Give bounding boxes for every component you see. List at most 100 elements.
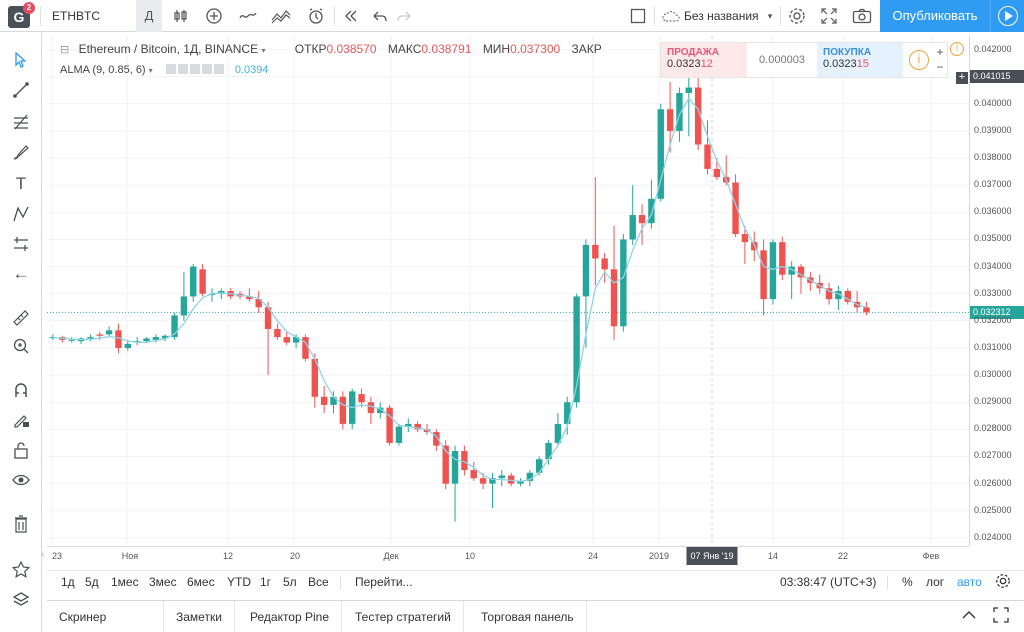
plus-icon[interactable]: + [936,45,944,59]
sell-button[interactable]: ПРОДАЖА 0.032312 [661,43,747,77]
chevron-down-icon[interactable]: ▾ [148,66,153,75]
more-icon[interactable] [201,64,212,74]
buy-label: ПОКУПКА [823,47,872,58]
pattern-icon[interactable] [0,200,42,228]
interval-button[interactable]: Д [136,0,162,32]
range-1m[interactable]: 1мес [111,575,139,589]
chevron-down-icon[interactable]: ▾ [767,11,773,21]
eye-icon[interactable] [165,64,176,74]
warning-icon[interactable]: i [909,50,929,70]
range-3m[interactable]: 3мес [149,575,177,589]
undo-icon[interactable] [368,0,392,32]
high-label: МАКС [387,42,422,56]
lock-drawing-icon[interactable] [0,406,42,434]
auto-toggle[interactable]: авто [957,575,982,589]
price-tick: 0.025000 [974,504,1012,515]
add-indicator-icon[interactable] [200,0,228,32]
settings-icon[interactable] [784,0,810,32]
settings-icon[interactable] [995,573,1011,592]
range-5y[interactable]: 5л [283,575,297,589]
chevron-up-icon[interactable] [961,609,977,623]
high-value: 0.038791 [421,42,472,56]
percent-toggle[interactable]: % [902,575,913,589]
candle [760,250,767,300]
candle [124,343,131,348]
bar-type-icon[interactable] [168,0,194,32]
measure-icon[interactable] [0,230,42,258]
layers-icon[interactable] [0,586,42,614]
star-icon[interactable] [0,556,42,584]
zoom-icon[interactable] [0,332,42,360]
symbol-search[interactable]: ETHBTC [52,9,100,23]
publish-button[interactable]: Опубликовать [880,0,990,32]
range-6m[interactable]: 6мес [187,575,215,589]
crosshair-plus-icon[interactable]: + [956,72,968,84]
fib-icon[interactable] [0,108,42,136]
range-all[interactable]: Все [308,575,329,589]
candle [825,288,833,300]
candle [498,475,505,479]
collapse-legend-icon[interactable]: ⊟ [60,44,70,56]
play-icon[interactable] [990,0,1024,32]
source-icon[interactable] [189,64,200,74]
clock[interactable]: 03:38:47 (UTC+3) [780,575,877,589]
settings-icon[interactable] [177,64,188,74]
layout-icon[interactable] [626,0,650,32]
tab-strategy-tester[interactable]: Тестер стратегий [343,601,464,632]
close-icon[interactable] [213,64,224,74]
info-icon[interactable]: ! [950,42,964,56]
range-5d[interactable]: 5д [85,575,99,589]
replay-icon[interactable] [338,0,364,32]
compare-icon[interactable] [234,0,262,32]
indicator-value: 0.0394 [234,64,269,76]
cursor-icon[interactable] [0,46,42,74]
ruler-icon[interactable] [0,304,42,332]
unlock-icon[interactable] [0,436,42,464]
indicator-name[interactable]: ALMA (9, 0.85, 6) [60,64,146,76]
candle [741,234,749,243]
price-tick: 0.035000 [974,233,1012,244]
range-1y[interactable]: 1г [260,575,272,589]
candle [320,396,328,405]
candle [377,407,384,414]
price-axis[interactable]: 0.042000 0.041015 0.040000 0.039000 0.038000… [969,36,1024,546]
tab-trading-panel[interactable]: Торговая панель [469,601,587,632]
goto-date[interactable]: Перейти... [355,575,413,589]
back-arrow-icon[interactable]: ← [12,264,30,283]
buy-button[interactable]: ПОКУПКА 0.032315 [817,43,903,77]
candle [162,335,169,339]
brush-icon[interactable] [0,138,42,166]
trash-icon[interactable] [0,510,42,538]
trendline-icon[interactable] [0,76,42,104]
redo-icon[interactable] [394,0,414,32]
layout-name[interactable]: Без названия [684,9,759,23]
chevron-down-icon[interactable]: ▾ [261,46,266,55]
price-chart[interactable] [47,36,969,546]
candle [105,330,113,335]
candle [190,266,197,297]
tab-notes[interactable]: Заметки [164,601,235,632]
scroll-left-icon[interactable]: ‹ [41,549,45,560]
candle [386,407,393,443]
time-axis[interactable]: 23 Ноя 12 20 Дек 10 24 2019 14 22 Фев 07 Янв '19 [47,546,969,566]
cloud-icon[interactable] [660,0,682,32]
range-1d[interactable]: 1д [61,575,75,589]
price-tick: 0.030000 [974,369,1012,380]
text-icon[interactable]: T [15,174,27,193]
candle [489,478,496,484]
alert-icon[interactable] [302,0,330,32]
magnet-icon[interactable] [0,376,42,404]
fullscreen-icon[interactable] [816,0,842,32]
time-tick: 20 [289,551,301,561]
indicators-icon[interactable] [266,0,296,32]
tab-pine-editor[interactable]: Редактор Pine [238,601,343,632]
log-toggle[interactable]: лог [926,575,945,589]
eye-icon[interactable] [0,466,42,494]
candle [208,293,216,296]
maximize-panel-icon[interactable] [993,607,1009,626]
minus-icon[interactable]: − [936,60,944,74]
tab-stock-screener[interactable]: Скринер акций▾ [47,601,164,632]
range-ytd[interactable]: YTD [227,575,251,589]
snapshot-icon[interactable] [848,0,876,32]
